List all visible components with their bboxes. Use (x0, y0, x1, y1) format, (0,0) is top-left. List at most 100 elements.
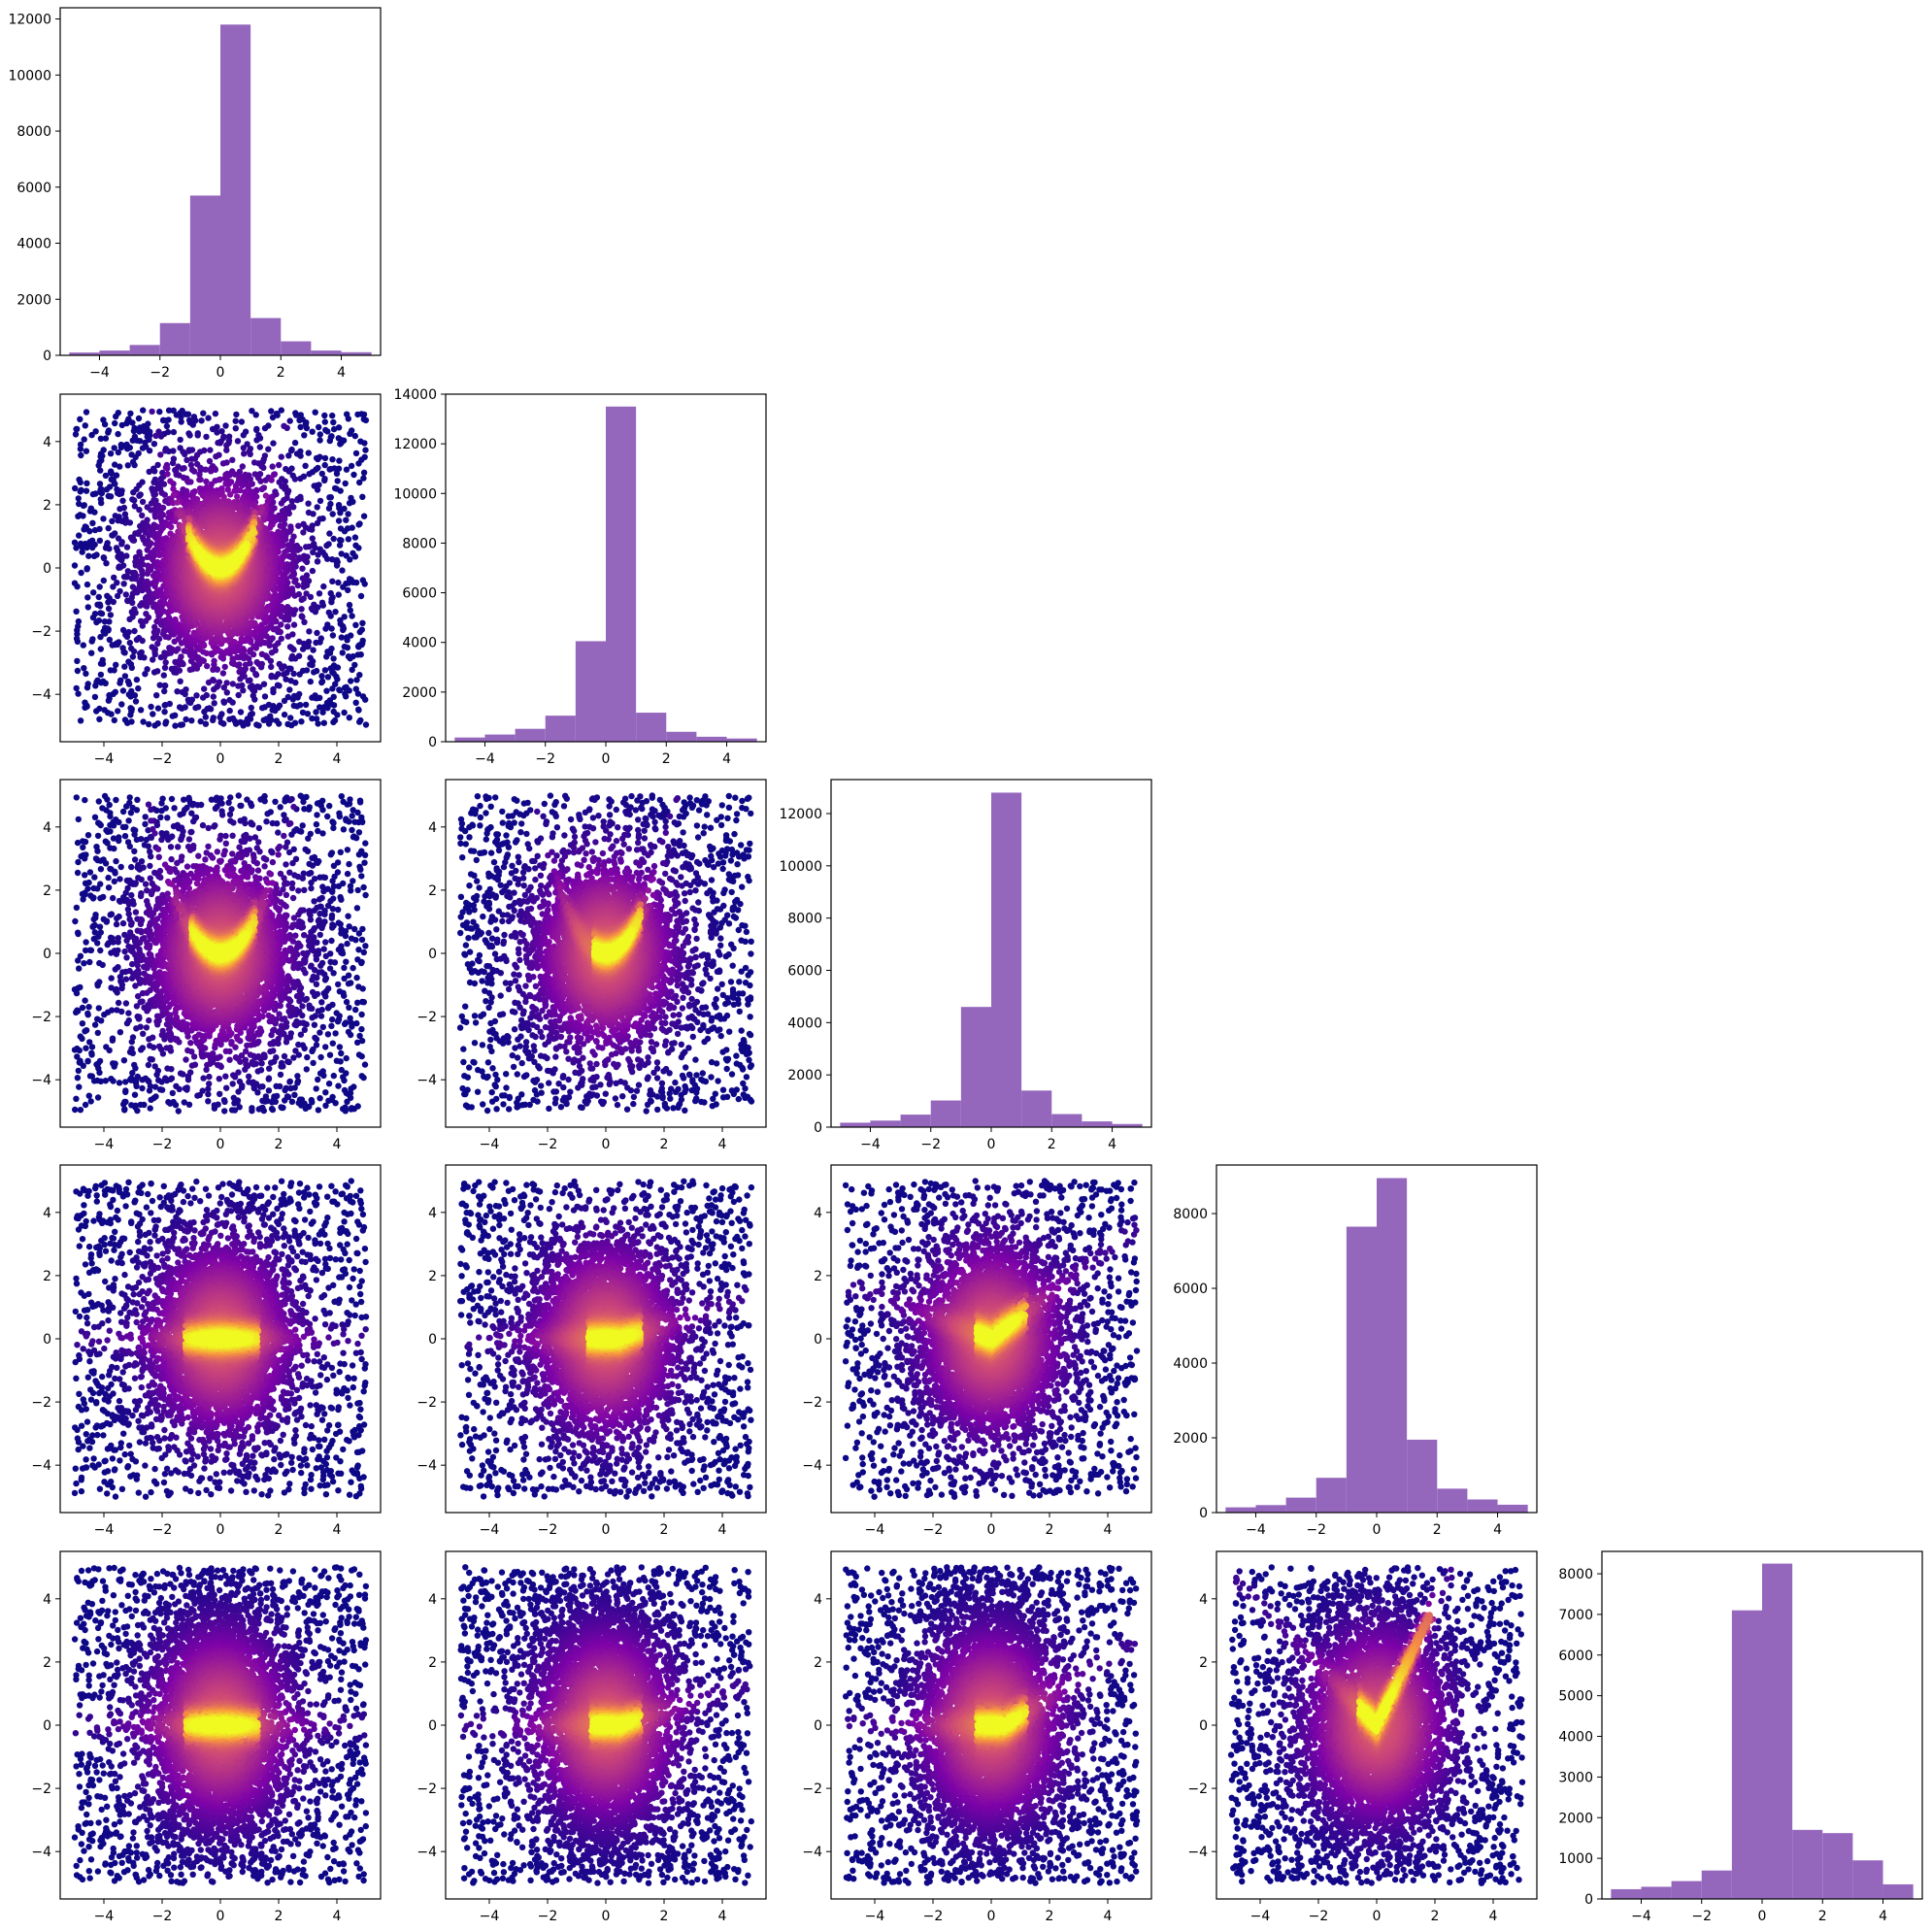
scatter-point (201, 685, 207, 691)
scatter-point (82, 502, 87, 508)
x-tick-label: 2 (277, 365, 285, 381)
scatter-point (318, 635, 324, 641)
scatter-point (338, 525, 344, 531)
scatter-point (331, 536, 337, 542)
y-tick-label: 3000 (1558, 1770, 1593, 1785)
scatter-point (340, 649, 346, 655)
scatter-point (212, 700, 217, 706)
scatter-point (182, 451, 187, 457)
scatter-point (119, 539, 125, 545)
histogram-bar (961, 1007, 991, 1127)
scatter-point (308, 679, 314, 684)
scatter-point (85, 604, 91, 610)
scatter-point (164, 423, 170, 429)
scatter-point (148, 540, 153, 546)
scatter-point (332, 609, 338, 615)
scatter-point (298, 606, 304, 612)
scatter-point (257, 479, 263, 484)
scatter-point (329, 456, 335, 462)
scatter-point (282, 712, 287, 717)
scatter-point (254, 659, 260, 665)
scatter-point (140, 638, 146, 644)
scatter-point (124, 544, 130, 549)
scatter-point (314, 630, 319, 636)
scatter-point (249, 705, 254, 711)
scatter-point (113, 414, 118, 419)
scatter-point (200, 411, 206, 416)
scatter-point (121, 664, 127, 670)
scatter-point (83, 422, 88, 428)
y-tick-label: 6000 (402, 586, 437, 602)
y-tick-label: 4000 (17, 237, 51, 252)
scatter-point (357, 439, 363, 445)
scatter-point (281, 423, 286, 429)
scatter-point (353, 686, 359, 692)
scatter-point (96, 526, 102, 532)
scatter-point (238, 719, 244, 725)
scatter-point (311, 669, 316, 675)
scatter-point (191, 468, 197, 474)
x-tick-label: 2 (1818, 1909, 1827, 1924)
scatter-point (128, 718, 134, 724)
scatter-point (211, 715, 217, 720)
scatter-point (346, 653, 351, 659)
scatter-point (131, 649, 137, 654)
scatter-point (186, 432, 192, 438)
scatter-point (350, 550, 355, 556)
scatter-point (223, 680, 229, 685)
scatter-point (106, 618, 112, 624)
scatter-point (72, 540, 78, 546)
scatter-point (352, 543, 358, 549)
scatter-point (299, 597, 305, 603)
scatter-point (122, 716, 128, 722)
scatter-points (72, 407, 369, 728)
histogram-bar (250, 318, 281, 355)
scatter-point (170, 485, 176, 491)
scatter-point (103, 681, 109, 686)
scatter-point (112, 481, 117, 486)
scatter-point (275, 671, 281, 677)
scatter-point (315, 504, 320, 510)
y-tick-label: 8000 (787, 912, 822, 927)
scatter-point (269, 673, 275, 679)
scatter-point (295, 523, 301, 529)
scatter-point (326, 610, 332, 616)
scatter-point (92, 428, 98, 434)
scatter-point (78, 480, 83, 485)
scatter-point (240, 463, 246, 469)
scatter-point (337, 542, 343, 548)
scatter-point (230, 716, 236, 721)
scatter-point (253, 412, 259, 417)
histogram-bar (1822, 1833, 1852, 1899)
scatter-point (310, 535, 316, 541)
scatter-point (204, 692, 210, 698)
scatter-point (74, 658, 80, 664)
histogram-bar (636, 713, 666, 742)
scatter-point (151, 552, 157, 558)
scatter-point (322, 625, 328, 631)
histogram-bar (1286, 1498, 1316, 1513)
y-tick-label: 8000 (1173, 1207, 1208, 1222)
scatter-point (108, 450, 114, 456)
y-tick-label: 1000 (1558, 1851, 1593, 1867)
x-tick-label: 0 (1758, 1909, 1767, 1924)
histogram-bar (1255, 1505, 1285, 1513)
scatter-point (154, 628, 160, 634)
scatter-point (297, 671, 303, 677)
scatter-point (183, 704, 188, 710)
scatter-point (321, 478, 327, 483)
scatter-point (102, 421, 108, 427)
scatter-point (208, 468, 214, 474)
scatter-point (108, 711, 114, 716)
scatter-point (243, 662, 249, 668)
scatter-point (129, 419, 135, 425)
scatter-point (132, 692, 138, 698)
scatter-point (352, 622, 358, 628)
scatter-point (310, 647, 316, 652)
scatter-point (85, 553, 91, 559)
y-tick-label: 0 (1199, 1506, 1208, 1521)
scatter-point (275, 683, 281, 688)
scatter-point (355, 521, 361, 527)
